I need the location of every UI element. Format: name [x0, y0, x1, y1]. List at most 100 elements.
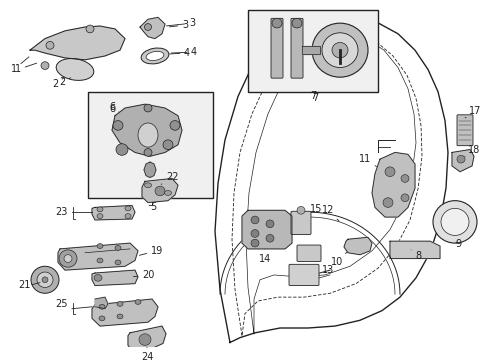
Ellipse shape [125, 206, 131, 211]
FancyBboxPatch shape [289, 264, 319, 285]
Ellipse shape [115, 260, 121, 265]
FancyBboxPatch shape [291, 211, 311, 234]
Circle shape [251, 216, 259, 224]
Text: 14: 14 [259, 249, 271, 264]
Ellipse shape [97, 258, 103, 263]
Ellipse shape [135, 300, 141, 304]
Text: 2: 2 [52, 78, 64, 89]
FancyBboxPatch shape [297, 245, 321, 261]
Ellipse shape [141, 48, 169, 64]
Ellipse shape [97, 207, 103, 212]
Circle shape [145, 24, 151, 30]
Ellipse shape [115, 246, 121, 250]
Circle shape [401, 175, 409, 182]
Text: 3: 3 [170, 20, 188, 30]
Circle shape [144, 104, 152, 112]
Text: 12: 12 [322, 205, 339, 221]
Ellipse shape [117, 314, 123, 319]
Circle shape [457, 155, 465, 163]
Text: 18: 18 [465, 144, 480, 156]
Polygon shape [452, 149, 474, 172]
Circle shape [163, 140, 173, 149]
Ellipse shape [165, 190, 172, 195]
Text: 17: 17 [469, 106, 481, 116]
Circle shape [297, 206, 305, 214]
FancyBboxPatch shape [88, 92, 213, 198]
Text: 13: 13 [318, 265, 334, 275]
FancyBboxPatch shape [271, 18, 283, 78]
Text: 6: 6 [109, 104, 127, 117]
Polygon shape [372, 152, 415, 217]
Text: 2: 2 [59, 77, 71, 87]
Polygon shape [92, 299, 158, 326]
Circle shape [139, 334, 151, 345]
Text: 4: 4 [170, 48, 190, 58]
Circle shape [266, 220, 274, 228]
Circle shape [251, 230, 259, 237]
Circle shape [251, 239, 259, 247]
Circle shape [37, 272, 53, 288]
Text: 7: 7 [310, 91, 316, 102]
Polygon shape [142, 179, 178, 203]
Text: 20: 20 [133, 270, 154, 280]
Circle shape [401, 194, 409, 202]
Text: 5: 5 [150, 202, 156, 212]
Circle shape [433, 201, 477, 243]
Ellipse shape [56, 59, 94, 80]
Polygon shape [140, 17, 165, 39]
Circle shape [41, 62, 49, 69]
Ellipse shape [117, 301, 123, 306]
Text: 24: 24 [141, 347, 153, 360]
Text: 25: 25 [55, 299, 68, 309]
Ellipse shape [138, 123, 158, 147]
Circle shape [116, 144, 128, 155]
Circle shape [46, 41, 54, 49]
Text: 16: 16 [303, 248, 316, 258]
FancyBboxPatch shape [248, 10, 378, 92]
Ellipse shape [146, 51, 164, 60]
Text: 10: 10 [331, 250, 349, 267]
Circle shape [322, 33, 358, 68]
Circle shape [441, 208, 469, 235]
Polygon shape [30, 26, 125, 60]
Text: 21: 21 [18, 280, 30, 289]
Circle shape [42, 277, 48, 283]
Circle shape [170, 121, 180, 130]
Polygon shape [344, 237, 372, 255]
Polygon shape [128, 326, 166, 351]
Text: 5: 5 [147, 198, 153, 208]
Polygon shape [95, 297, 108, 309]
Text: 8: 8 [411, 250, 421, 261]
Text: 9: 9 [455, 239, 461, 249]
Text: 1: 1 [15, 63, 37, 75]
Circle shape [113, 121, 123, 130]
Ellipse shape [125, 214, 131, 219]
FancyBboxPatch shape [457, 115, 473, 146]
Text: 7: 7 [312, 93, 318, 103]
Polygon shape [92, 206, 135, 220]
Circle shape [272, 18, 282, 28]
Circle shape [86, 25, 94, 33]
Ellipse shape [97, 244, 103, 248]
Ellipse shape [99, 316, 105, 321]
Text: 11: 11 [359, 154, 379, 168]
Text: 6: 6 [109, 102, 121, 113]
Text: 3: 3 [167, 18, 195, 28]
Circle shape [59, 250, 77, 267]
Ellipse shape [145, 183, 151, 188]
Circle shape [155, 186, 165, 196]
Text: 23: 23 [56, 207, 68, 217]
Ellipse shape [94, 274, 102, 281]
Ellipse shape [99, 304, 105, 309]
Text: 15: 15 [305, 204, 322, 214]
Polygon shape [92, 270, 138, 285]
Circle shape [31, 266, 59, 293]
Circle shape [385, 167, 395, 176]
Polygon shape [144, 162, 156, 177]
Circle shape [144, 149, 152, 156]
Circle shape [64, 255, 72, 262]
Polygon shape [242, 210, 292, 249]
Polygon shape [58, 243, 138, 270]
FancyBboxPatch shape [291, 18, 303, 78]
Ellipse shape [97, 214, 103, 219]
